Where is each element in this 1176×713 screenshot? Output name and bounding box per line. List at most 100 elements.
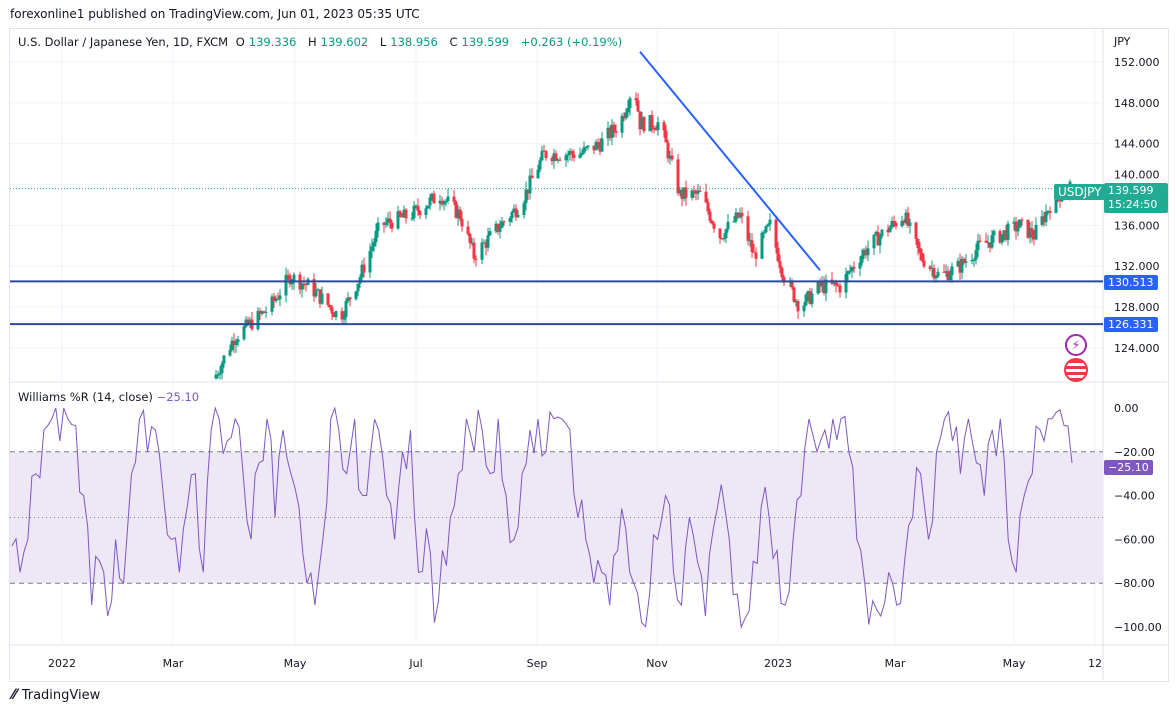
candle-body bbox=[404, 209, 408, 219]
candle-body bbox=[390, 222, 394, 229]
overbought-oversold-band bbox=[10, 451, 1103, 584]
us-flag-events-icon[interactable] bbox=[1064, 358, 1088, 382]
candle-body bbox=[1014, 221, 1018, 232]
candle-body bbox=[754, 252, 758, 259]
candle-body bbox=[766, 224, 770, 227]
candle-body bbox=[426, 205, 430, 209]
candle-body bbox=[564, 155, 568, 161]
low-label: L bbox=[379, 35, 387, 49]
candle-body bbox=[540, 150, 544, 161]
candle-body bbox=[460, 218, 464, 227]
candle-body bbox=[594, 142, 598, 151]
candle-body bbox=[736, 212, 740, 218]
candle-body bbox=[850, 267, 854, 272]
candle-body bbox=[1040, 216, 1044, 225]
candle-body bbox=[402, 209, 406, 218]
price-tick-label: 124.000 bbox=[1114, 342, 1160, 355]
candle-body bbox=[398, 211, 402, 216]
williams-r-line bbox=[11, 406, 1073, 629]
candle-body bbox=[582, 147, 586, 153]
indicator-tag: −25.10 bbox=[1104, 460, 1153, 475]
candle-body bbox=[1030, 228, 1034, 237]
candle-body bbox=[902, 220, 906, 223]
candle-body bbox=[824, 279, 828, 294]
candle-body bbox=[624, 112, 628, 119]
candle-body bbox=[584, 147, 588, 149]
candle-body bbox=[734, 212, 738, 222]
indicator-tick-label: −60.00 bbox=[1114, 533, 1155, 546]
candle-body bbox=[836, 285, 840, 287]
candle-body bbox=[558, 159, 562, 161]
candle-body bbox=[762, 232, 766, 234]
candle-body bbox=[218, 373, 222, 375]
candle-body bbox=[684, 187, 688, 198]
candle-body bbox=[570, 151, 574, 155]
lightning-icon[interactable]: ⚡ bbox=[1065, 334, 1087, 356]
candle-body bbox=[704, 191, 708, 203]
tradingview-logo[interactable]: ⁄⁄ TradingView bbox=[12, 687, 100, 703]
candle-body bbox=[332, 313, 336, 318]
candle-body bbox=[330, 307, 334, 314]
candle-body bbox=[916, 238, 920, 249]
candle-body bbox=[676, 159, 680, 194]
candle-body bbox=[334, 311, 338, 318]
candle-body bbox=[648, 115, 652, 132]
candle-body bbox=[796, 301, 800, 312]
candle-body bbox=[270, 296, 274, 312]
indicator-legend[interactable]: Williams %R (14, close) −25.10 bbox=[18, 390, 199, 404]
candle-body bbox=[792, 287, 796, 302]
candle-body bbox=[920, 253, 924, 261]
last-price-tag: 139.599 15:24:50 bbox=[1104, 183, 1168, 213]
candle-body bbox=[528, 175, 532, 194]
candle-body bbox=[472, 242, 476, 259]
candle-body bbox=[816, 281, 820, 294]
candle-body bbox=[370, 246, 374, 251]
candle-body bbox=[312, 279, 316, 297]
price-tick-label: 136.000 bbox=[1114, 219, 1160, 232]
candle-body bbox=[1048, 210, 1052, 213]
candle-body bbox=[372, 242, 376, 247]
time-tick-label: Jul bbox=[408, 657, 422, 670]
candle-body bbox=[930, 268, 934, 270]
candle-body bbox=[488, 231, 492, 236]
candle-body bbox=[696, 190, 700, 194]
indicator-tick-label: 0.00 bbox=[1114, 402, 1139, 415]
candle-body bbox=[272, 296, 276, 301]
candle-body bbox=[508, 218, 512, 222]
footer-text: TradingView bbox=[21, 687, 101, 703]
candle-body bbox=[948, 275, 952, 281]
candle-body bbox=[446, 196, 450, 201]
symbol-title[interactable]: U.S. Dollar / Japanese Yen, 1D, FXCM bbox=[18, 35, 229, 49]
candle-body bbox=[818, 281, 822, 287]
candle-body bbox=[386, 218, 390, 223]
candle-body bbox=[776, 247, 780, 262]
candle-body bbox=[544, 150, 548, 159]
candle-body bbox=[290, 282, 294, 285]
candle-body bbox=[606, 127, 610, 139]
last-price: 139.599 bbox=[1108, 184, 1154, 197]
candle-body bbox=[556, 159, 560, 161]
candle-body bbox=[974, 250, 978, 260]
candle-body bbox=[628, 98, 632, 109]
candle-body bbox=[668, 155, 672, 159]
candle-body bbox=[732, 221, 736, 223]
time-tick-label: 2023 bbox=[764, 657, 792, 670]
candle-body bbox=[1054, 192, 1058, 213]
candle-body bbox=[586, 145, 590, 148]
candle-body bbox=[934, 276, 938, 279]
candle-body bbox=[986, 242, 990, 244]
candle-body bbox=[946, 271, 950, 281]
price-tick-label: 144.000 bbox=[1114, 138, 1160, 151]
chart-frame[interactable] bbox=[9, 28, 1169, 682]
candle-body bbox=[502, 221, 506, 223]
close-label: C bbox=[449, 35, 458, 49]
candle-body bbox=[802, 305, 806, 312]
change-value: +0.263 (+0.19%) bbox=[520, 35, 623, 49]
candle-body bbox=[432, 193, 436, 204]
candle-body bbox=[726, 221, 730, 230]
candle-body bbox=[608, 127, 612, 138]
indicator-tick-label: −80.00 bbox=[1114, 577, 1155, 590]
candle-body bbox=[428, 197, 432, 206]
candle-body bbox=[738, 212, 742, 218]
